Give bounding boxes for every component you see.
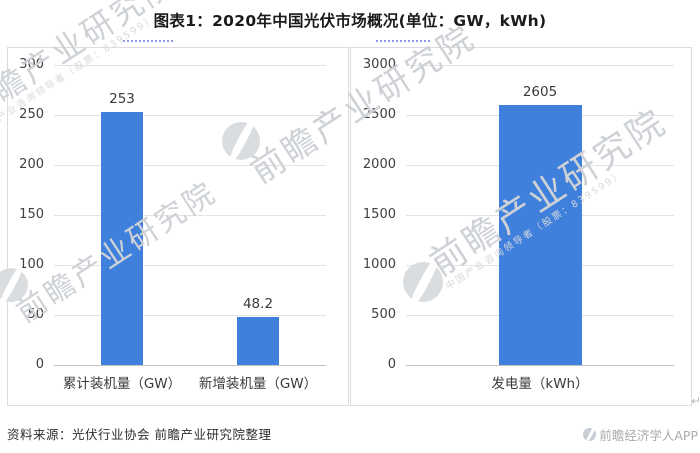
- y-tick-label: 1000: [362, 257, 396, 272]
- y-tick-label: 50: [27, 307, 44, 322]
- y-tick-label: 0: [35, 357, 44, 372]
- bar: [498, 104, 582, 365]
- bar: [237, 316, 279, 365]
- gridline: [54, 215, 326, 216]
- chart-title: 图表1：2020年中国光伏市场概况(单位：GW，kWh): [153, 12, 547, 30]
- y-tick-label: 500: [371, 307, 396, 322]
- y-tick-label: 150: [19, 207, 44, 222]
- y-tick-label: 0: [387, 357, 396, 372]
- app-credit: 前瞻经济学人APP: [583, 425, 698, 444]
- source-note: 资料来源：光伏行业协会 前瞻产业研究院整理: [7, 427, 272, 442]
- y-tick-label: 250: [19, 107, 44, 122]
- app-credit-label: 前瞻经济学人APP: [599, 428, 698, 443]
- gridline: [54, 265, 326, 266]
- bar-value-label: 253: [109, 91, 135, 107]
- category-label: 发电量（kWh）: [491, 376, 589, 392]
- dotted-underline-right: [376, 40, 430, 42]
- y-tick-label: 2000: [362, 157, 396, 172]
- paragraph-return-mark: ↵: [691, 394, 700, 408]
- category-label: 新增装机量（GW）: [198, 376, 318, 392]
- x-axis-baseline: [406, 365, 674, 366]
- qianzhan-logo-icon: [583, 428, 597, 441]
- gridline: [54, 165, 326, 166]
- chart-panel-installed-capacity: 0 50 100 150 200 250 300 253 累计装机量（GW） 48.2 新增装机量（…: [7, 47, 349, 406]
- gridline: [54, 115, 326, 116]
- gridline: [54, 65, 326, 66]
- dotted-underline-left: [123, 40, 173, 42]
- bar-value-label: 48.2: [242, 295, 274, 312]
- category-label: 累计装机量（GW）: [62, 376, 182, 392]
- y-tick-label: 3000: [362, 57, 396, 72]
- chart-panel-power-generation: 0 500 1000 1500 2000 2500 3000 2605 发电量（kWh）: [350, 47, 692, 406]
- gridline: [54, 315, 326, 316]
- y-tick-label: 300: [19, 57, 44, 72]
- y-tick-label: 200: [19, 157, 44, 172]
- bar-value-label: 2605: [522, 83, 558, 100]
- y-tick-label: 1500: [362, 207, 396, 222]
- x-axis-baseline: [54, 365, 326, 366]
- gridline: [406, 65, 674, 66]
- y-tick-label: 100: [19, 257, 44, 272]
- y-tick-label: 2500: [362, 107, 396, 122]
- bar: [101, 112, 143, 365]
